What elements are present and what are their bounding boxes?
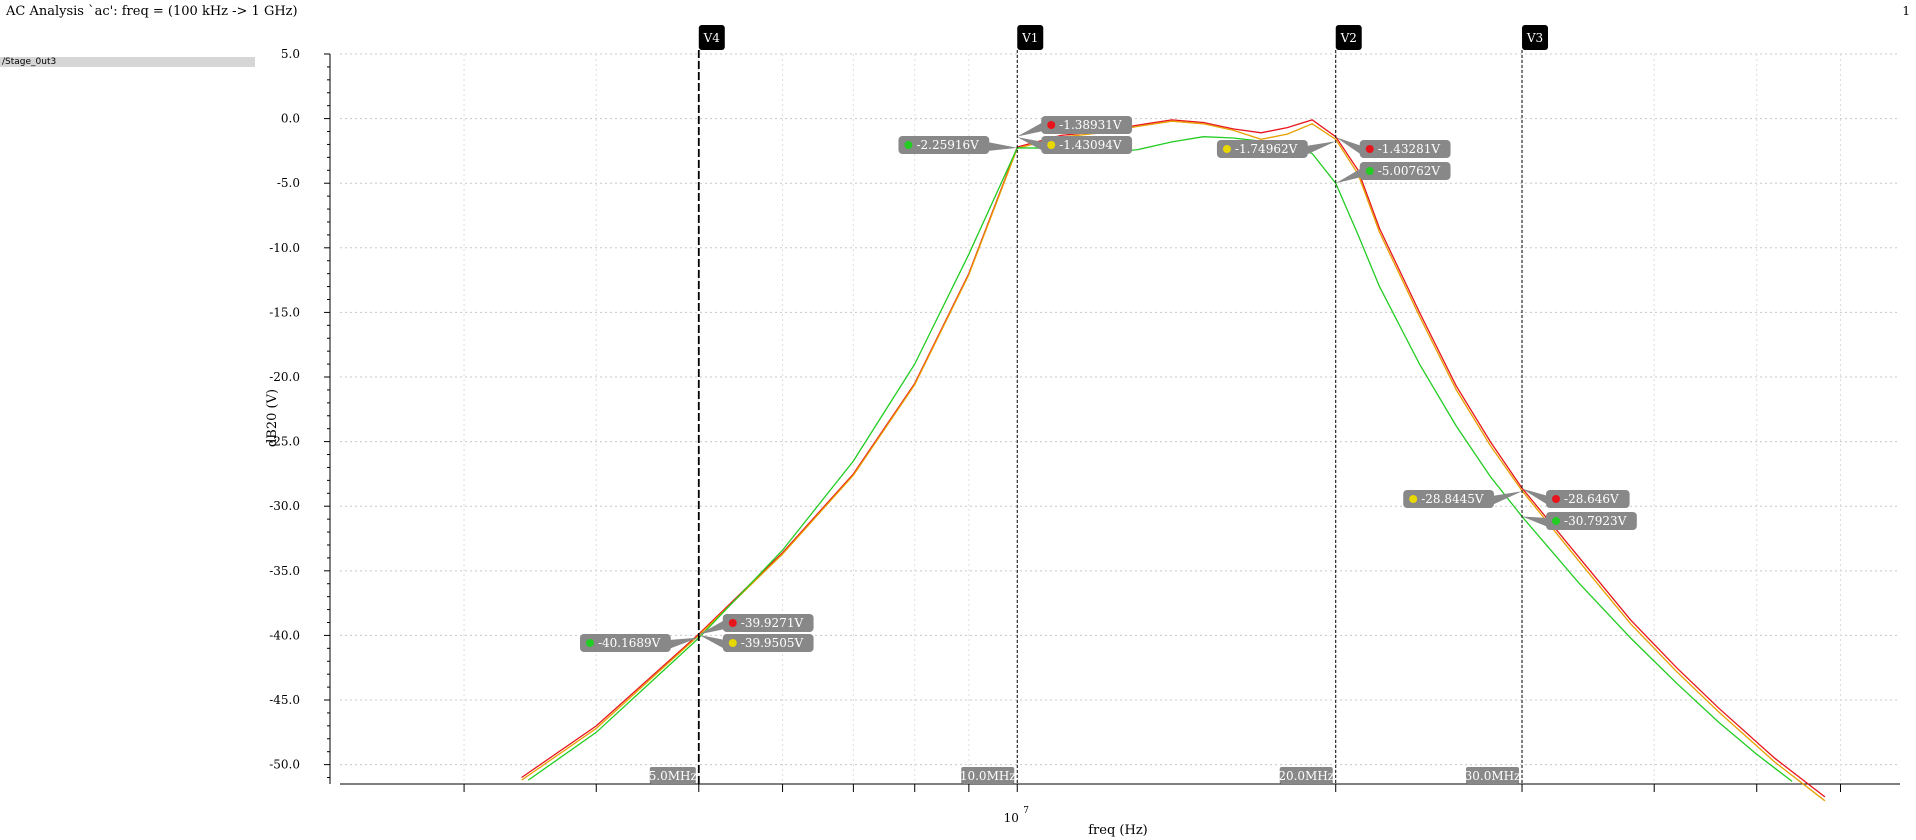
cursor-name-V2: V2: [1340, 31, 1357, 45]
cursor-tag-V2[interactable]: [1335, 25, 1362, 50]
y-tick-label: 0.0: [281, 112, 300, 126]
cursor-freq-label-V4: 5.0MHz: [649, 769, 697, 783]
marker-pointer-6: [1305, 141, 1336, 155]
marker-box-4[interactable]: [1041, 136, 1133, 154]
marker-label-7: -1.43281V: [1378, 142, 1441, 156]
marker-pointer-5: [987, 142, 1018, 151]
marker-box-6[interactable]: [1216, 140, 1308, 158]
marker-box-11[interactable]: [1546, 512, 1637, 530]
marker-label-2: -40.1689V: [598, 636, 661, 650]
plot-markers: -39.9271V -39.9505V -40.1689V -1.38931V -1.4…: [579, 116, 1637, 652]
marker-pointer-7: [1335, 137, 1362, 155]
y-tick-label: -5.0: [277, 176, 300, 190]
page-number: 1: [1902, 4, 1910, 18]
x-tick-label-major: 10: [1004, 811, 1019, 825]
cursor-freq-box-V3: [1466, 767, 1520, 784]
marker-pointer-9: [1492, 491, 1523, 505]
marker-pointer-2: [668, 637, 699, 649]
marker-pointer-3: [1017, 122, 1044, 137]
marker-box-7[interactable]: [1359, 140, 1451, 158]
y-tick-label: -45.0: [269, 693, 300, 707]
marker-pointer-10: [1522, 488, 1549, 505]
marker-box-0[interactable]: [722, 614, 814, 632]
marker-dot-6: [1222, 145, 1231, 153]
marker-pointer-8: [1335, 168, 1362, 184]
plot-curves: [521, 119, 1826, 802]
marker-dot-0: [728, 619, 737, 627]
cursor-tag-V4[interactable]: [698, 25, 725, 50]
marker-dot-9: [1409, 495, 1418, 503]
y-tick-label: -20.0: [269, 370, 300, 384]
marker-label-6: -1.74962V: [1235, 142, 1298, 156]
marker-label-11: -30.7923V: [1564, 514, 1627, 528]
marker-pointer-1: [698, 634, 725, 649]
marker-label-4: -1.43094V: [1059, 138, 1122, 152]
marker-label-8: -5.00762V: [1378, 164, 1441, 178]
marker-dot-11: [1552, 517, 1561, 525]
cursor-freq-box-V2: [1279, 767, 1333, 784]
marker-label-9: -28.8445V: [1421, 492, 1484, 506]
marker-label-10: -28.646V: [1564, 492, 1619, 506]
cursor-freq-box-V4: [649, 767, 696, 784]
cursor-tag-V1[interactable]: [1017, 25, 1044, 50]
marker-box-9[interactable]: [1403, 490, 1495, 508]
signal-label-stage-out3[interactable]: /Stage_0ut3: [0, 57, 255, 67]
marker-box-3[interactable]: [1041, 116, 1133, 134]
cursor-name-V1: V1: [1021, 31, 1038, 45]
x-axis-label: freq (Hz): [1088, 823, 1148, 838]
plot-title: AC Analysis `ac': freq = (100 kHz -> 1 G…: [6, 4, 298, 19]
marker-box-10[interactable]: [1546, 490, 1630, 508]
marker-dot-10: [1552, 495, 1561, 503]
plot-axes: 5.0 0.0 -5.0 -10.0 -15.0 -20.0 -25.0 -30.0 -35.0…: [269, 47, 1900, 825]
marker-pointer-0: [698, 620, 725, 635]
cursor-name-V4: V4: [703, 31, 721, 45]
marker-label-3: -1.38931V: [1059, 118, 1122, 132]
y-tick-label: -15.0: [269, 305, 300, 319]
marker-box-8[interactable]: [1359, 162, 1451, 180]
y-axis-label: dB20 (V): [265, 389, 280, 447]
marker-label-0: -39.9271V: [741, 616, 804, 630]
y-tick-label: -25.0: [269, 435, 300, 449]
marker-box-2[interactable]: [579, 634, 671, 652]
marker-dot-2: [585, 639, 594, 647]
plot-grid: [340, 53, 1898, 784]
marker-dot-5: [904, 141, 913, 149]
cursor-freq-label-V3: 30.0MHz: [1465, 769, 1521, 783]
marker-dot-8: [1365, 167, 1374, 175]
marker-dot-7: [1365, 145, 1374, 153]
marker-dot-3: [1047, 121, 1056, 129]
y-tick-label: 5.0: [281, 47, 300, 61]
marker-box-5[interactable]: [898, 136, 990, 154]
marker-dot-1: [728, 639, 737, 647]
cursor-freq-label-V1: 10.0MHz: [960, 769, 1016, 783]
marker-pointer-11: [1522, 516, 1549, 527]
marker-pointer-4: [1017, 137, 1044, 151]
marker-dot-4: [1047, 141, 1056, 149]
series-curve-2[interactable]: [527, 136, 1793, 782]
plot-cursors: V4 5.0MHz V1 10.0MHz V2 20.0MHz V3 30.0MHz: [649, 25, 1549, 784]
cursor-tag-V3[interactable]: [1522, 25, 1549, 50]
marker-label-1: -39.9505V: [741, 636, 804, 650]
marker-label-5: -2.25916V: [916, 138, 979, 152]
y-tick-label: -30.0: [269, 499, 300, 513]
cursor-freq-label-V2: 20.0MHz: [1278, 769, 1334, 783]
series-curve-0[interactable]: [521, 119, 1826, 798]
x-tick-label-exponent: 7: [1023, 806, 1029, 816]
cursor-name-V3: V3: [1526, 31, 1543, 45]
series-curve-1[interactable]: [521, 120, 1826, 802]
marker-box-1[interactable]: [722, 634, 814, 652]
y-tick-label: -40.0: [269, 628, 300, 642]
cursor-freq-box-V1: [961, 767, 1015, 784]
y-tick-label: -10.0: [269, 241, 300, 255]
y-tick-label: -35.0: [269, 564, 300, 578]
y-tick-label: -50.0: [269, 758, 300, 772]
